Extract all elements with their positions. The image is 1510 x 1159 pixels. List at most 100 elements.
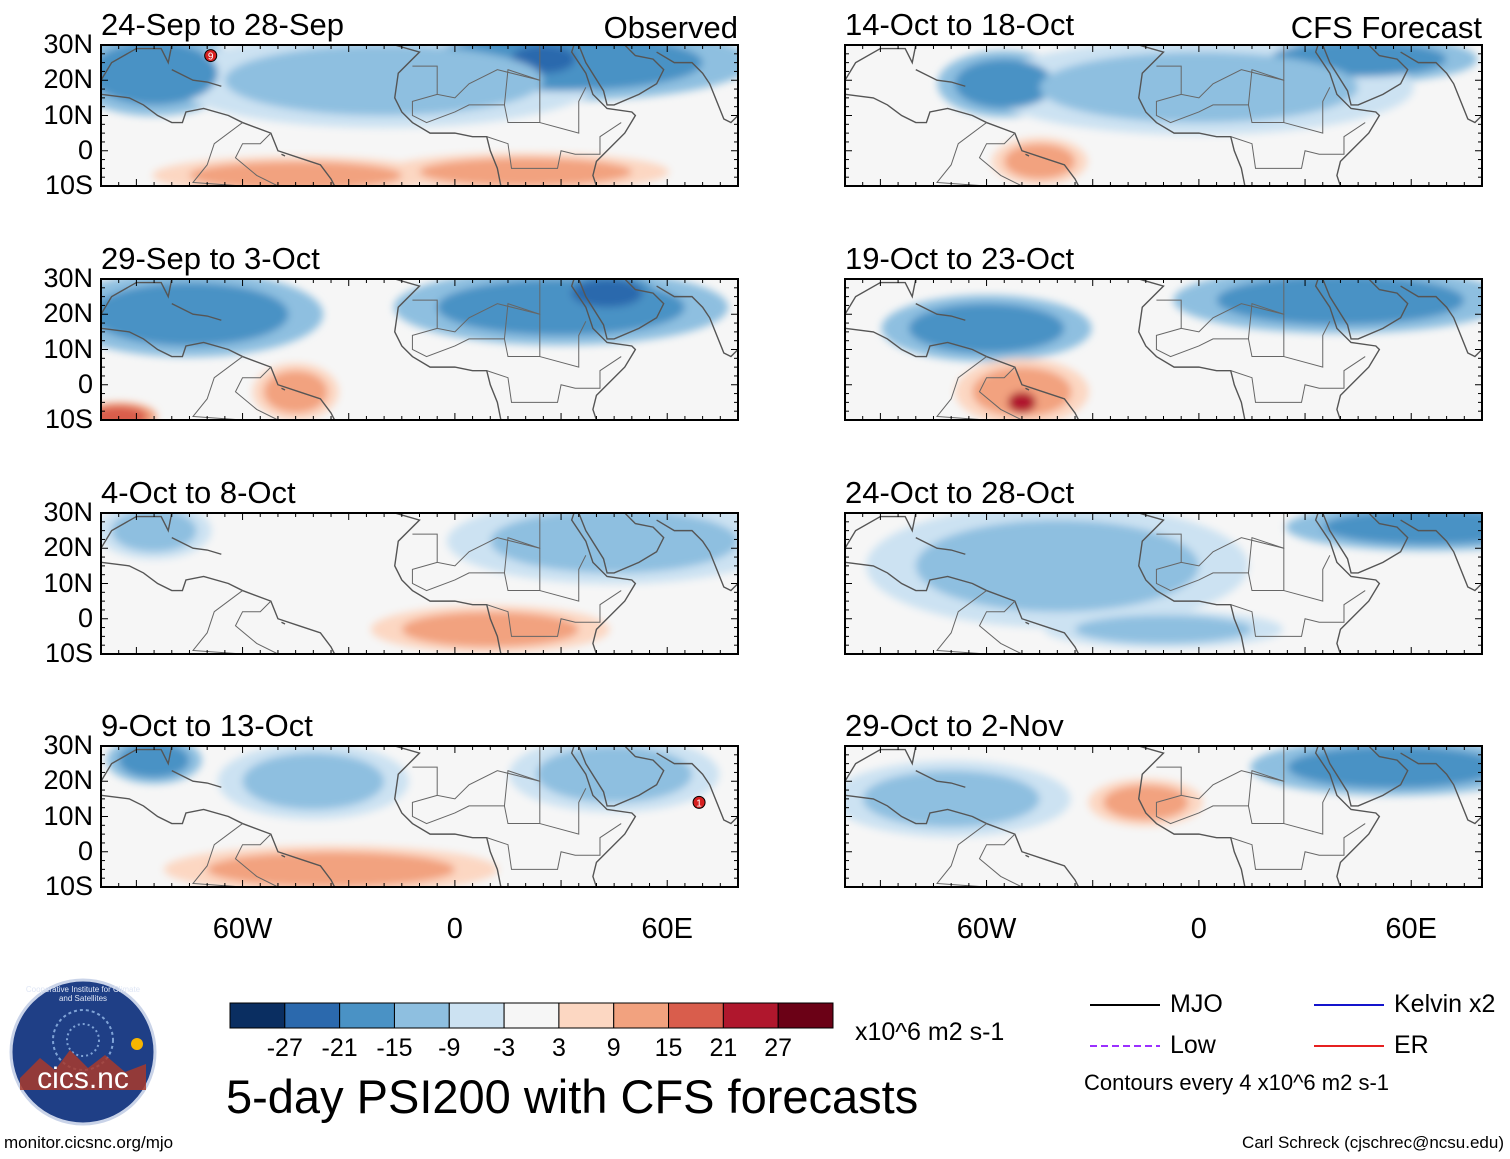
panel-title: 9-Oct to 13-Oct bbox=[101, 708, 313, 743]
contour-note: Contours every 4 x10^6 m2 s-1 bbox=[1084, 1070, 1390, 1095]
panel-6 bbox=[844, 278, 1483, 421]
panel-title: 14-Oct to 18-Oct bbox=[845, 7, 1075, 42]
legend-label: Low bbox=[1170, 1031, 1216, 1059]
forecast-label: CFS Forecast bbox=[1290, 10, 1482, 45]
anomaly-contour bbox=[437, 279, 685, 336]
logo-ring-text: Cooperative Institute for Climate and Sa… bbox=[25, 985, 141, 1003]
y-tick-label: 30N bbox=[43, 730, 93, 760]
colorbar-tick-label: -21 bbox=[321, 1034, 358, 1062]
main-title: 5-day PSI200 with CFS forecasts bbox=[226, 1070, 919, 1123]
anomaly-contour bbox=[207, 851, 455, 887]
panel-title: 4-Oct to 8-Oct bbox=[101, 475, 296, 510]
y-tick-label: 0 bbox=[77, 134, 93, 165]
anomaly-contour bbox=[972, 367, 1072, 417]
anomaly-contour bbox=[862, 770, 1040, 828]
map-ticks bbox=[100, 745, 739, 888]
anomaly-contour bbox=[954, 59, 1054, 109]
coastlines bbox=[101, 45, 738, 186]
y-tick-label: 10S bbox=[44, 871, 93, 901]
panel-4: 1 bbox=[100, 745, 739, 888]
panel-title: 29-Oct to 2-Nov bbox=[845, 708, 1064, 743]
footer-url: monitor.cicsnc.org/mjo bbox=[4, 1133, 174, 1152]
anomaly-contour bbox=[111, 513, 197, 552]
y-tick-label: 10S bbox=[44, 170, 93, 200]
y-tick-label: 0 bbox=[77, 835, 93, 866]
y-tick-label: 20N bbox=[43, 298, 93, 329]
y-tick-label: 30N bbox=[43, 497, 93, 527]
colorbar-swatch bbox=[393, 1002, 450, 1029]
anomaly-contour bbox=[224, 45, 544, 116]
coastlines bbox=[101, 513, 738, 654]
legend-label: MJO bbox=[1170, 990, 1223, 1018]
footer-credit: Carl Schreck (cjschrec@ncsu.edu) bbox=[1242, 1133, 1504, 1152]
coastlines bbox=[845, 279, 1482, 420]
colorbar-tick-label: 9 bbox=[606, 1034, 621, 1062]
coastlines bbox=[101, 279, 738, 420]
anomaly-contour bbox=[1075, 615, 1252, 644]
panel-3 bbox=[100, 512, 739, 655]
colorbar-swatch bbox=[229, 1002, 286, 1029]
observed-label: Observed bbox=[603, 10, 738, 45]
anomaly-contour bbox=[242, 753, 385, 810]
x-tick-label: 0 bbox=[446, 913, 463, 945]
y-tick-label: 0 bbox=[77, 368, 93, 399]
panel-5 bbox=[844, 44, 1483, 187]
colorbar-swatch bbox=[722, 1002, 779, 1029]
storm-marker: 1 bbox=[692, 795, 706, 809]
x-tick-label: 60E bbox=[641, 913, 694, 945]
anomaly-contour bbox=[571, 279, 643, 308]
map-ticks bbox=[844, 512, 1483, 655]
colorbar-tick-label: 27 bbox=[764, 1034, 793, 1062]
anomaly-contour bbox=[419, 157, 632, 186]
y-tick-label: 20N bbox=[43, 765, 93, 796]
y-tick-label: 0 bbox=[77, 602, 93, 633]
anomaly-contour bbox=[1287, 746, 1482, 789]
legend-label: ER bbox=[1394, 1031, 1429, 1059]
colorbar-tick-label: -27 bbox=[266, 1034, 303, 1062]
y-tick-label: 30N bbox=[43, 29, 93, 59]
anomaly-contour bbox=[915, 520, 1199, 612]
map-ticks bbox=[844, 745, 1483, 888]
storm-number: 9 bbox=[208, 52, 214, 63]
anomaly-contour bbox=[1103, 784, 1189, 821]
logo-wordmark: cics.nc bbox=[37, 1062, 129, 1095]
panel-title: 29-Sep to 3-Oct bbox=[101, 241, 320, 276]
colorbar-swatch bbox=[339, 1002, 395, 1029]
y-tick-label: 10N bbox=[43, 567, 93, 598]
anomaly-contour bbox=[401, 611, 579, 647]
y-tick-label: 10N bbox=[43, 800, 93, 831]
colorbar-swatch bbox=[558, 1002, 615, 1029]
colorbar-tick-label: 15 bbox=[654, 1034, 683, 1062]
colorbar-tick-label: 21 bbox=[709, 1034, 738, 1062]
x-tick-label: 0 bbox=[1190, 913, 1207, 945]
x-tick-label: 60E bbox=[1385, 913, 1438, 945]
y-tick-label: 30N bbox=[43, 263, 93, 293]
panel-title: 19-Oct to 23-Oct bbox=[845, 241, 1075, 276]
colorbar-swatch bbox=[284, 1002, 341, 1029]
anomaly-contour bbox=[490, 513, 738, 573]
anomaly-contour bbox=[101, 45, 218, 105]
anomaly-contour bbox=[101, 405, 147, 420]
colorbar-units: x10^6 m2 s-1 bbox=[855, 1018, 1005, 1046]
anomaly-contour bbox=[1039, 52, 1359, 123]
logo-swirl-inner bbox=[66, 1023, 100, 1057]
coastlines bbox=[845, 45, 1482, 186]
colorbar-tick-label: 3 bbox=[551, 1034, 566, 1062]
colorbar-tick-label: -9 bbox=[438, 1034, 461, 1062]
colorbar-swatch bbox=[448, 1002, 505, 1029]
colorbar-swatch bbox=[613, 1002, 670, 1029]
y-tick-label: 10N bbox=[43, 333, 93, 364]
coastlines bbox=[101, 746, 738, 887]
anomaly-contour bbox=[1007, 391, 1037, 413]
logo-sun bbox=[131, 1038, 143, 1050]
y-tick-label: 20N bbox=[43, 532, 93, 563]
x-tick-label: 60W bbox=[956, 913, 1017, 945]
colorbar-tick-label: -3 bbox=[492, 1034, 516, 1062]
panel-8 bbox=[844, 745, 1483, 888]
map-panels: 91 bbox=[100, 44, 1483, 888]
anomaly-contour bbox=[118, 746, 190, 778]
map-ticks bbox=[844, 278, 1483, 421]
panel-title: 24-Sep to 28-Sep bbox=[101, 7, 345, 42]
map-ticks bbox=[844, 44, 1483, 187]
